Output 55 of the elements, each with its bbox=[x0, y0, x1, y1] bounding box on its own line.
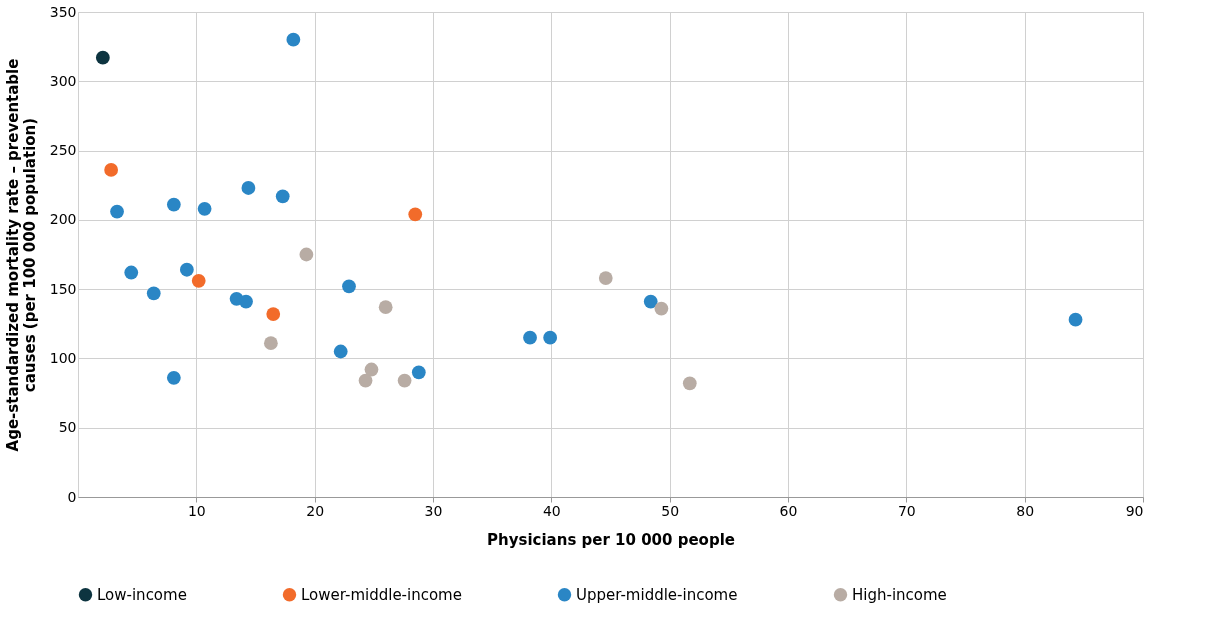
point bbox=[263, 336, 278, 351]
point bbox=[333, 344, 348, 359]
point bbox=[286, 32, 301, 47]
point bbox=[397, 373, 412, 388]
point bbox=[299, 247, 314, 262]
point bbox=[598, 271, 613, 285]
point bbox=[543, 330, 558, 345]
x-tick-label: 50 bbox=[661, 502, 680, 519]
point bbox=[146, 286, 161, 301]
x-tick-label: 80 bbox=[1016, 502, 1035, 519]
point bbox=[411, 365, 426, 380]
point bbox=[682, 376, 697, 391]
legend-label: Low-income bbox=[97, 585, 187, 604]
legend-label: Lower-middle-income bbox=[301, 585, 462, 604]
point bbox=[1068, 312, 1083, 327]
x-tick-label: 60 bbox=[779, 502, 798, 519]
point bbox=[378, 300, 393, 315]
x-tick-label: 20 bbox=[306, 502, 325, 519]
point bbox=[364, 362, 379, 377]
point bbox=[166, 370, 181, 385]
point bbox=[166, 197, 181, 212]
x-tick-label: 90 bbox=[1125, 502, 1144, 519]
y-tick-label: 50 bbox=[58, 419, 77, 436]
point bbox=[191, 273, 206, 288]
y-tick-label: 100 bbox=[49, 349, 77, 366]
legend-label: High-income bbox=[852, 585, 947, 604]
point bbox=[342, 279, 356, 294]
y-axis-title: Age-standardized mortality rate – preventable causes (per 100 000 population) bbox=[3, 58, 39, 452]
point bbox=[239, 294, 253, 309]
point bbox=[275, 189, 290, 204]
point bbox=[408, 207, 423, 222]
x-tick-label: 70 bbox=[897, 502, 916, 519]
y-tick-label: 300 bbox=[49, 72, 77, 89]
point bbox=[104, 163, 119, 177]
legend-label: Upper-middle-income bbox=[576, 585, 738, 604]
y-tick-label: 0 bbox=[67, 488, 77, 505]
x-tick-label: 40 bbox=[542, 502, 561, 519]
x-tick-label: 30 bbox=[424, 502, 443, 519]
point bbox=[523, 330, 537, 345]
y-tick-label: 200 bbox=[49, 211, 77, 228]
point bbox=[358, 373, 373, 388]
point bbox=[266, 307, 281, 321]
point bbox=[643, 294, 658, 309]
point bbox=[124, 265, 139, 280]
y-tick-label: 250 bbox=[49, 142, 77, 159]
point bbox=[197, 201, 212, 216]
point bbox=[241, 181, 256, 195]
y-tick-label: 150 bbox=[49, 280, 77, 297]
point bbox=[110, 204, 124, 219]
point bbox=[179, 262, 194, 277]
point bbox=[654, 301, 669, 316]
x-axis-title: Physicians per 10 000 people bbox=[487, 530, 735, 549]
point bbox=[95, 50, 110, 65]
y-tick-label: 350 bbox=[49, 3, 77, 20]
x-tick-label: 10 bbox=[187, 502, 206, 519]
